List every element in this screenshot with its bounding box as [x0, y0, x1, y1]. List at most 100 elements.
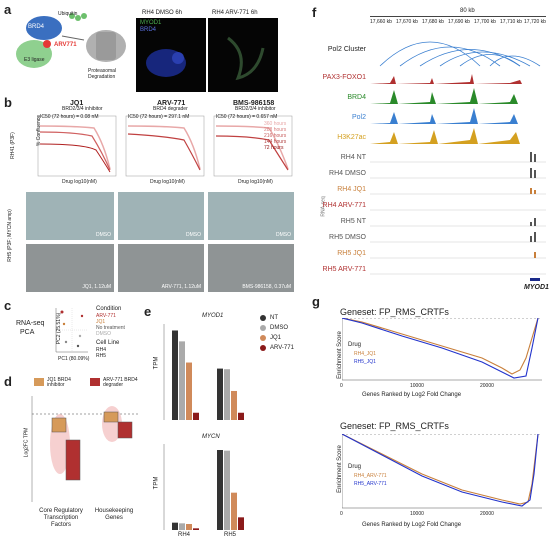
e-legend-dot-arv — [260, 345, 266, 351]
f-track-rh5-dmso: RH5 DMSO — [329, 234, 366, 241]
bar-mycn-rh5-dmso — [224, 450, 230, 530]
f-track-rh4-dmso: RH4 DMSO — [329, 170, 366, 177]
g-legend-1a: RH4_JQ1 — [354, 351, 376, 357]
ic50-arv771: IC50 (72 hours) = 297.1 nM — [128, 114, 190, 120]
b-legend-288: 288 hours — [264, 127, 287, 133]
g-legend-title-2: Drug — [348, 464, 362, 470]
bar-myod1-rh4-dmso — [179, 341, 185, 420]
b-legend: 360 hours 288 hours 216 hours 144 hours … — [264, 122, 286, 151]
image-dmso-3: DMSO — [208, 192, 294, 240]
c-cond-nt: No treatment — [96, 325, 125, 331]
micrograph-arv771 — [208, 18, 278, 92]
g-xtick-1-1: 10000 — [410, 383, 424, 389]
bar-myod1-rh4-jq1 — [186, 362, 192, 420]
c-ylabel: PC2 (25.51%) — [56, 312, 63, 345]
panel-label-c: c — [4, 298, 12, 313]
row-label-rh5: RH5 (P3F; MYCN amp) — [6, 209, 13, 262]
d-legend-swatch-arv — [90, 378, 100, 386]
bar-mycn-rh4-dmso — [179, 523, 185, 530]
e-legend-dmso: DMSO — [270, 325, 288, 331]
b-xlabel-2: Drug log10(nM) — [150, 179, 185, 185]
c-legend-cellline: Cell Line — [96, 340, 120, 346]
panel-e: NT DMSO JQ1 ARV-771 MYOD1 TPM MYCN TPM R… — [150, 310, 306, 540]
e-legend-dot-jq1 — [260, 335, 266, 341]
chip-tracks — [370, 74, 546, 144]
bar-myod1-rh5-jq1 — [231, 390, 237, 420]
bar-mycn-rh4-jq1 — [186, 524, 192, 530]
g-title-1: Geneset: FP_RMS_CRTFs — [340, 307, 449, 317]
f-track-rh5-arv: RH5 ARV-771 — [322, 266, 366, 273]
c-legend: Condition ARV-771 JQ1 No treatment DMSO … — [96, 306, 125, 359]
arv771-dot — [43, 40, 51, 48]
brd4-shape — [26, 16, 62, 40]
col-title-arv771: ARV-771 — [157, 100, 186, 107]
g-legend-title-1: Drug — [348, 342, 362, 348]
panel-label-f: f — [312, 5, 317, 20]
d-boxplot — [31, 396, 138, 502]
bar-mycn-rh5-nt — [217, 450, 223, 530]
e-xcat-rh4: RH4 — [178, 532, 191, 538]
f-coords: 17,660 kb 17,670 kb 17,680 kb 17,690 kb … — [370, 19, 546, 25]
pol2-arcs — [379, 41, 541, 67]
gene-model — [530, 278, 540, 281]
c-cond-arv: ARV-771 — [96, 313, 116, 319]
panel-label-b: b — [4, 95, 12, 110]
image-dmso-2: DMSO — [118, 192, 204, 240]
bar-myod1-rh5-nt — [217, 368, 223, 420]
panel-g: Geneset: FP_RMS_CRTFs Enrichment Score D… — [320, 296, 548, 540]
legend-myod1: MYOD1 — [140, 20, 162, 26]
bar-myod1-rh4-nt — [172, 330, 178, 420]
b-xlabel-1: Drug log10(nM) — [62, 179, 97, 185]
c-xlabel: PC1 (80.09%) — [58, 356, 90, 362]
col-sub-arv771: BRD4 degrader — [153, 106, 188, 112]
d-legend-swatch-jq1 — [34, 378, 44, 386]
ic50-bms: IC50 (72 hours) = 0.657 nM — [216, 114, 278, 120]
b-legend-72: 72 hours — [264, 145, 284, 151]
col-sub-jq1: BRD2/3/4 inhibitor — [62, 106, 103, 112]
b-legend-216: 216 hours — [264, 133, 287, 139]
bar-mycn-rh4-nt — [172, 522, 178, 530]
g-xlabel-1: Genes Ranked by Log2 Fold Change — [362, 392, 462, 398]
c-legend-condition: Condition — [96, 306, 122, 312]
image-jq1: JQ1, 1.12uM — [26, 244, 114, 292]
g-legend-2b: RH5_ARV-771 — [354, 481, 387, 487]
g-title-2: Geneset: FP_RMS_CRTFs — [340, 421, 449, 431]
c-title-2: PCA — [20, 329, 35, 336]
f-track-pax3foxo1: PAX3-FOXO1 — [322, 74, 366, 81]
f-track-h3k27ac: H3K27ac — [337, 134, 366, 141]
f-track-pol2cluster: Pol2 Cluster — [327, 46, 366, 53]
panel-c: RNA-seq PCA PC2 (25.51%) PC1 (80.09%) Co… — [14, 300, 140, 372]
e-chart-myod1 — [163, 324, 244, 420]
col-title-bms: BMS-986158 — [233, 100, 275, 107]
g-chart-1 — [342, 318, 542, 381]
pca-plot — [55, 308, 88, 353]
f-gene-label: MYOD1 — [524, 284, 549, 291]
f-track-rh4-nt: RH4 NT — [340, 154, 366, 161]
d-cat-housekeeping: Housekeeping Genes — [94, 508, 134, 521]
f-track-pol2: Pol2 — [351, 114, 366, 121]
b-ylabel: % Confluence — [36, 114, 43, 147]
ic50-jq1: IC50 (72 hours) = 0.08 nM — [40, 114, 99, 120]
d-cat-crtf: Core Regulatory Transcription Factors — [39, 508, 83, 528]
f-track-rh5-jq1: RH5 JQ1 — [337, 250, 366, 257]
micrograph-dmso — [136, 18, 206, 92]
panel-f: 80 kb 17,660 kb 17,670 kb 17,680 kb 17,6… — [320, 8, 549, 292]
e3-ligase-shape — [16, 40, 52, 68]
g-xlabel-2: Genes Ranked by Log2 Fold Change — [362, 522, 462, 528]
g-chart-2 — [342, 434, 542, 509]
col-title-jq1: JQ1 — [70, 100, 84, 107]
dose-response-curves — [37, 115, 293, 177]
e-legend-arv: ARV-771 — [270, 345, 294, 351]
d-ylabel: Log2FC TPM — [23, 427, 30, 458]
b-legend-360: 360 hours — [264, 121, 287, 127]
proteasome-label: Proteasomal Degradation — [88, 68, 117, 80]
f-track-rh5-nt: RH5 NT — [340, 218, 366, 225]
e-legend-nt: NT — [270, 315, 278, 321]
e-chart-mycn — [163, 444, 244, 530]
micrograph-arv771-title: RH4 ARV-771 6h — [212, 10, 258, 16]
b-legend-144: 144 hours — [264, 139, 287, 145]
bar-myod1-rh5-dmso — [224, 369, 230, 420]
e-ylabel-2: TPM — [153, 476, 160, 490]
f-scale: 80 kb — [460, 8, 475, 14]
e3-ligase-label: E3 ligase — [24, 57, 45, 63]
